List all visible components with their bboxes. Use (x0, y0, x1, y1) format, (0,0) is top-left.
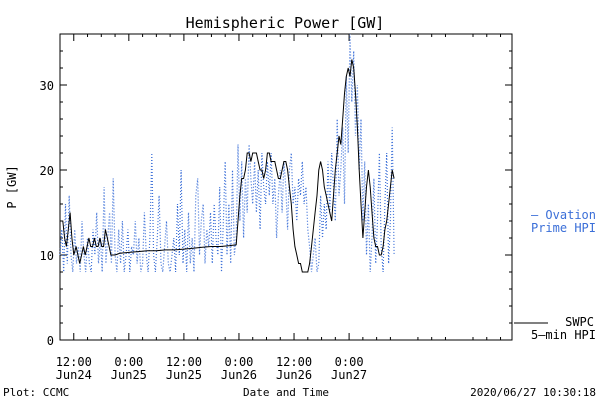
plot-frame (59, 33, 513, 341)
series-layer (59, 33, 395, 273)
x-tick-label-time: 0:00 (114, 355, 143, 369)
y-tick-label: 0 (47, 334, 54, 348)
x-tick-label-time: 0:00 (225, 355, 254, 369)
series-ovation-prime-line (59, 33, 395, 273)
x-tick-label-date: Jun25 (111, 368, 147, 382)
legend-ovation-label-2: Prime HPI (531, 221, 596, 235)
x-tick-label-date: Jun25 (166, 368, 202, 382)
x-axis-label: Date and Time (243, 386, 329, 399)
legend-ovation-prime: — Ovation Prime HPI (531, 208, 596, 235)
x-tick-label-time: 0:00 (335, 355, 364, 369)
footer-plot-credit: Plot: CCMC (3, 386, 69, 399)
y-axis: 0 10 20 30 (40, 50, 512, 348)
series-swpc-line (60, 59, 395, 273)
x-axis: 12:00Jun240:00Jun2512:00Jun250:00Jun2612… (56, 34, 502, 382)
footer-timestamp: 2020/06/27 10:30:18 (470, 386, 596, 399)
legend-swpc-label-2: 5—min HPI (531, 328, 596, 342)
x-tick-label-time: 12:00 (166, 355, 202, 369)
chart-title: Hemispheric Power [GW] (186, 14, 385, 32)
legend-ovation-label: — Ovation (531, 208, 596, 222)
y-tick-label: 10 (40, 249, 54, 263)
x-tick-label-date: Jun27 (331, 368, 367, 382)
legend-swpc-label: SWPC (565, 315, 594, 329)
x-tick-label-time: 12:00 (276, 355, 312, 369)
x-tick-label-date: Jun24 (56, 368, 92, 382)
y-axis-label: P [GW] (5, 165, 19, 208)
legend-swpc: SWPC 5—min HPI (514, 315, 596, 342)
y-tick-label: 20 (40, 164, 54, 178)
x-tick-label-date: Jun26 (221, 368, 257, 382)
x-tick-label-date: Jun26 (276, 368, 312, 382)
y-tick-label: 30 (40, 79, 54, 93)
x-tick-label-time: 12:00 (56, 355, 92, 369)
